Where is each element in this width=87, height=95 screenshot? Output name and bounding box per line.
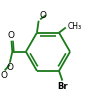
Text: O: O xyxy=(6,63,13,72)
Text: Br: Br xyxy=(57,82,68,91)
Text: O: O xyxy=(8,31,15,40)
Text: O: O xyxy=(0,71,7,80)
Text: CH₃: CH₃ xyxy=(68,22,82,31)
Text: O: O xyxy=(39,11,46,20)
